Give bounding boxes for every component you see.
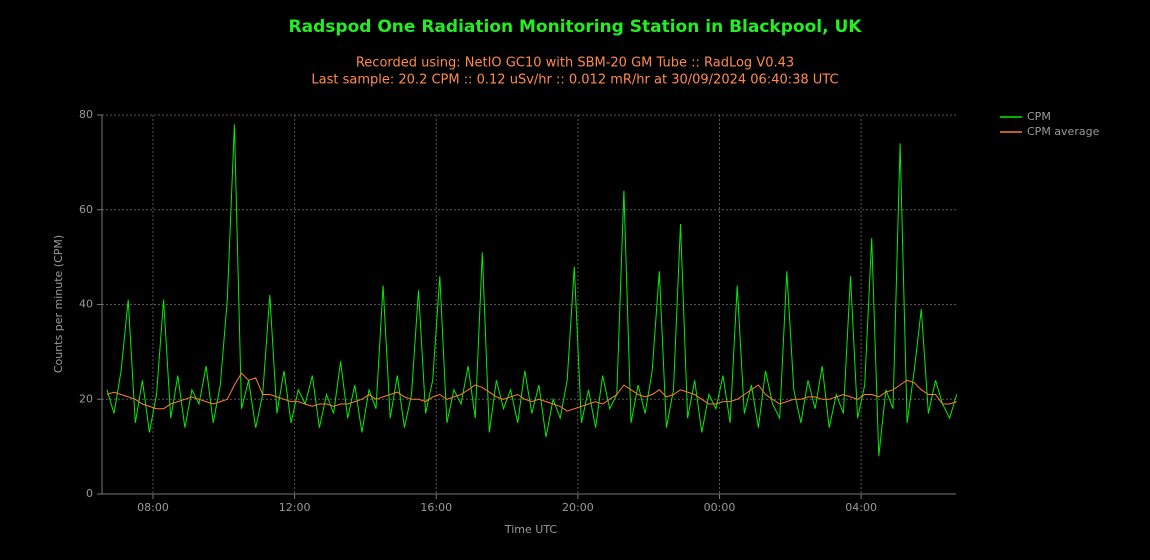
data-line [106, 124, 958, 457]
data-line [106, 372, 957, 412]
x-axis-label: Time UTC [504, 523, 558, 536]
x-tick-label: 08:00 [137, 501, 169, 514]
chart-subtitle: Recorded using: NetIO GC10 with SBM-20 G… [356, 56, 794, 71]
y-tick-label: 80 [79, 108, 93, 121]
x-tick-label: 04:00 [845, 501, 877, 514]
legend-label: CPM average [1027, 125, 1100, 138]
x-tick-label: 00:00 [704, 501, 736, 514]
x-tick-label: 20:00 [562, 501, 594, 514]
x-tick-label: 16:00 [420, 501, 452, 514]
y-tick-label: 40 [79, 298, 93, 311]
y-tick-label: 60 [79, 203, 93, 216]
x-tick-label: 12:00 [279, 501, 311, 514]
y-tick-label: 20 [79, 392, 93, 405]
y-axis-label: Counts per minute (CPM) [52, 235, 65, 373]
chart-title: Radspod One Radiation Monitoring Station… [289, 17, 863, 37]
legend-label: CPM [1027, 110, 1051, 123]
chart-subtitle: Last sample: 20.2 CPM :: 0.12 uSv/hr :: … [311, 73, 838, 88]
y-tick-label: 0 [86, 487, 93, 500]
